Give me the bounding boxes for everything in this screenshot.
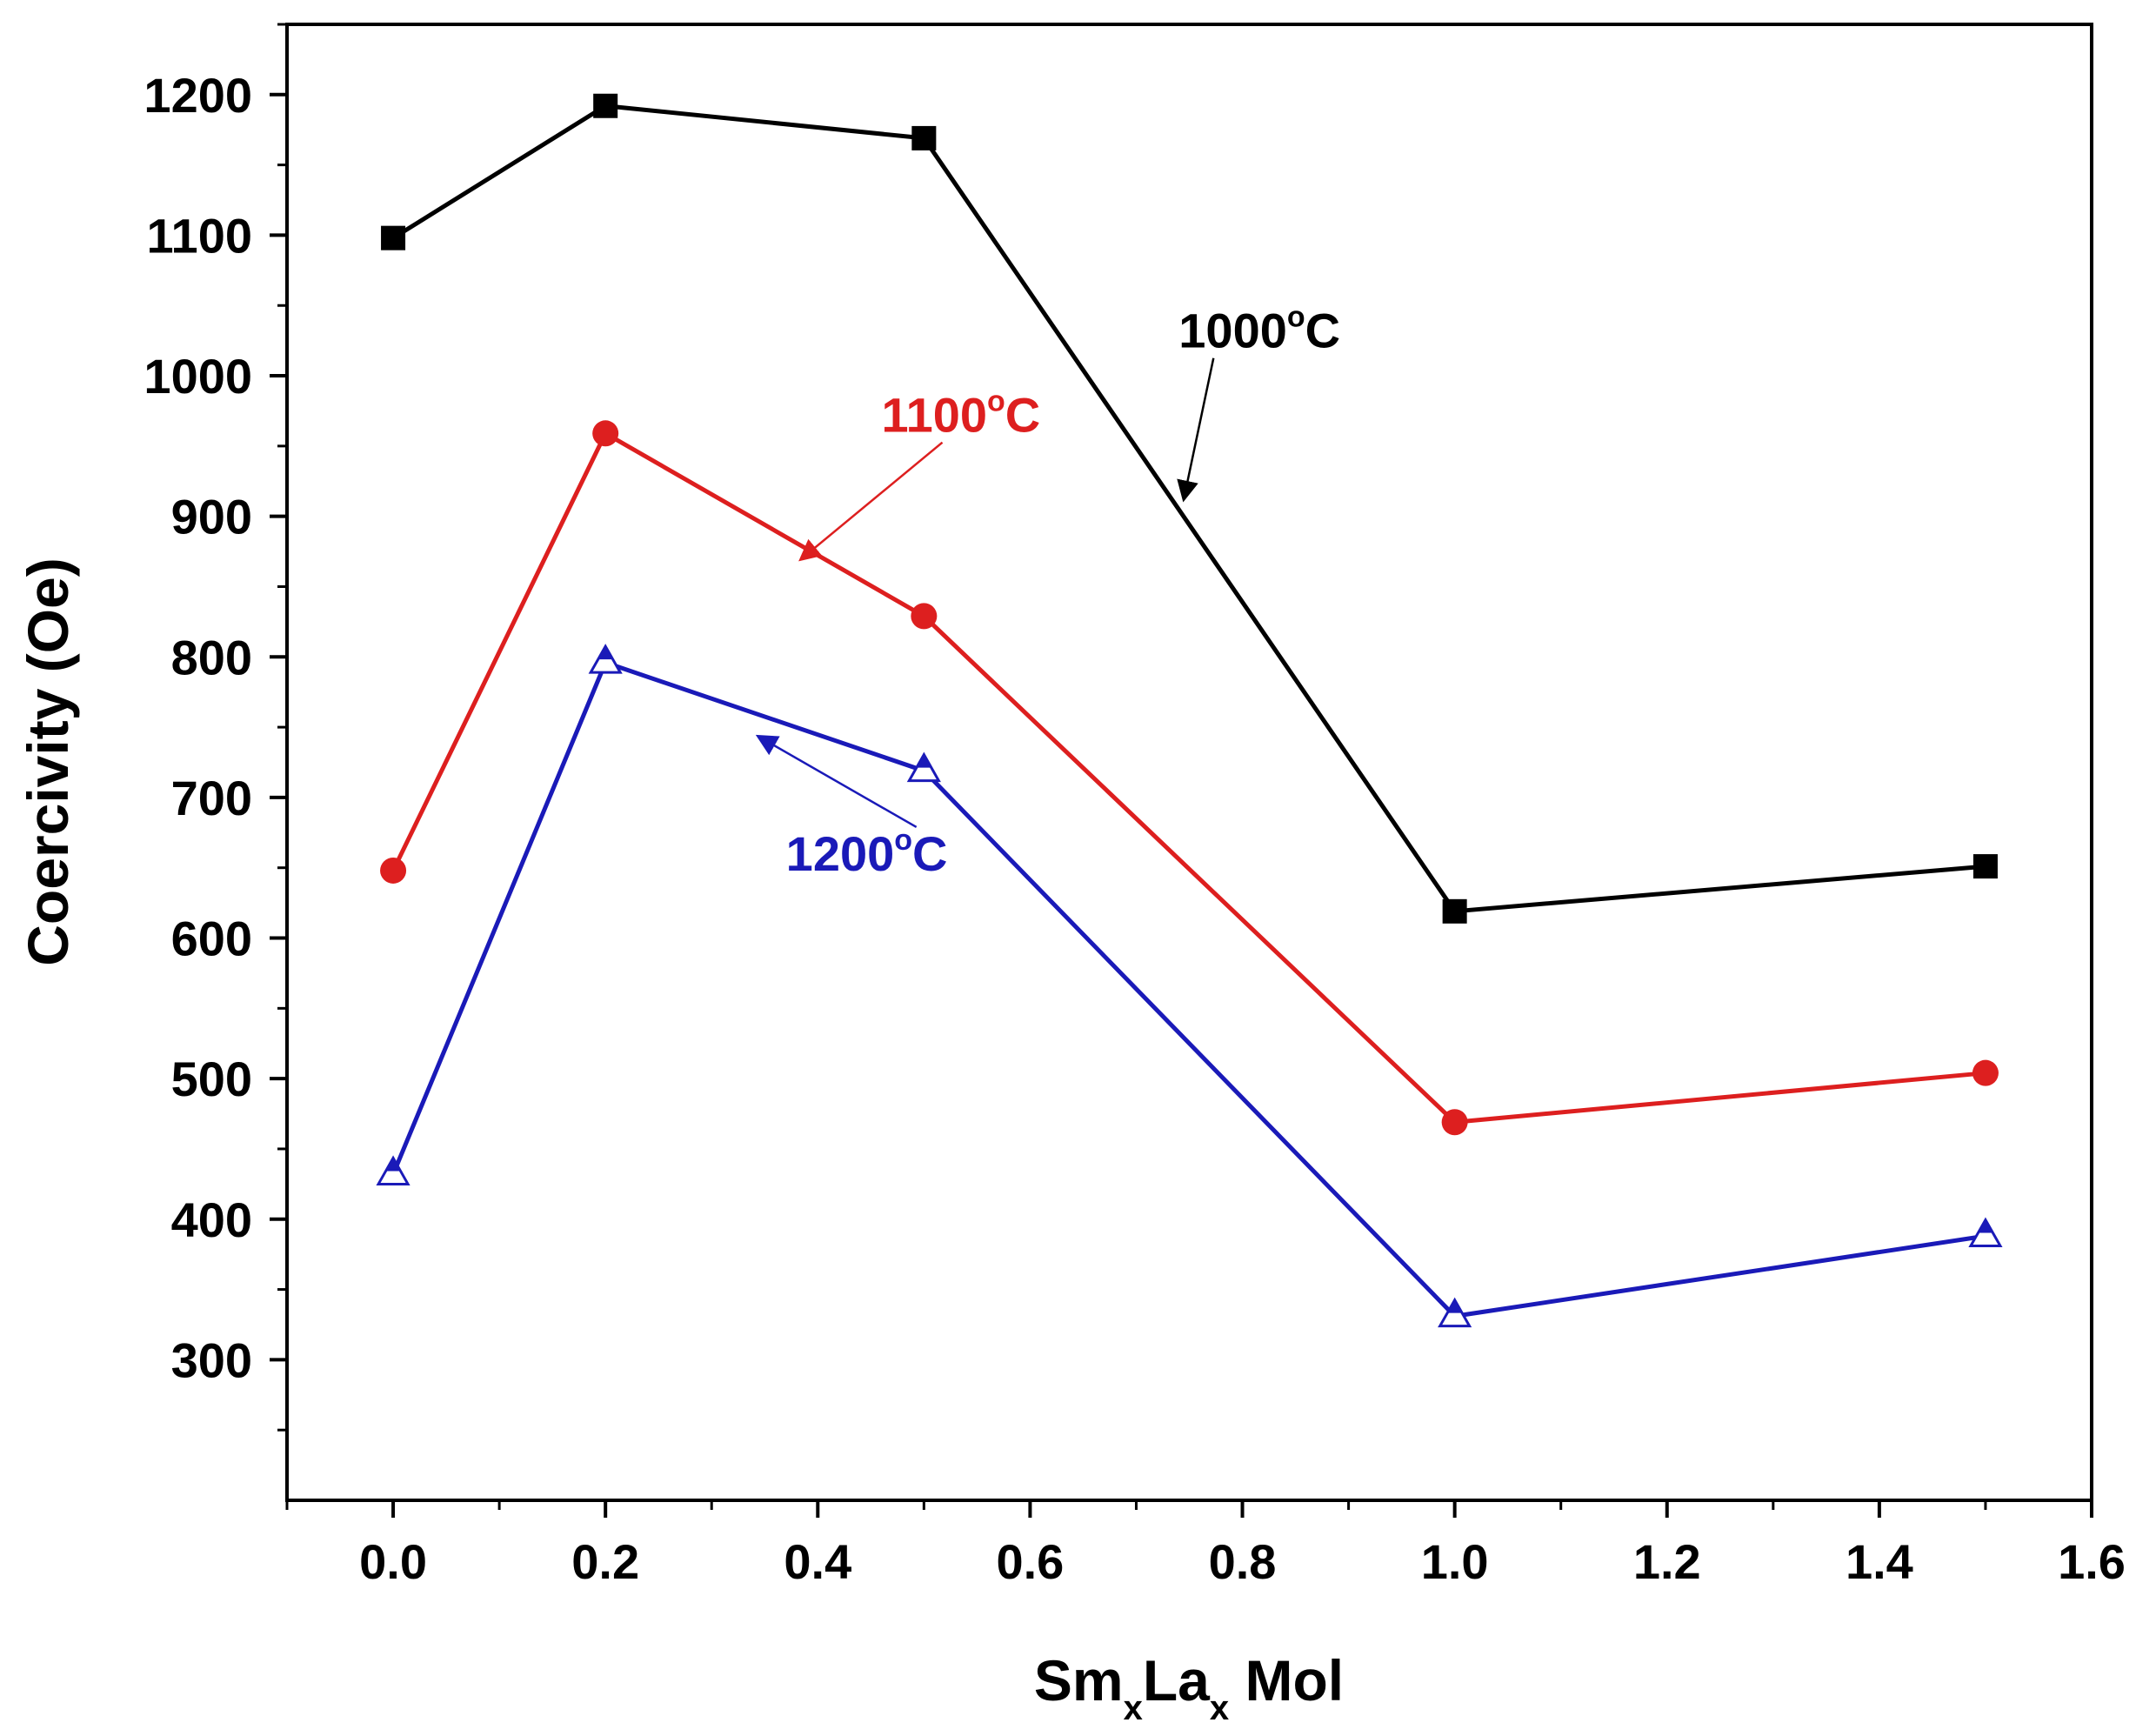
x-axis-title-subscript: x xyxy=(1210,1689,1229,1727)
data-point-circle xyxy=(911,603,938,630)
series-markers xyxy=(376,93,2003,1328)
data-point-triangle xyxy=(376,1155,411,1185)
data-point-circle xyxy=(380,857,407,884)
data-point-circle xyxy=(592,420,619,447)
x-tick-label: 0.8 xyxy=(1209,1534,1277,1589)
data-point-square xyxy=(381,225,406,250)
x-axis-title-part: Mol xyxy=(1229,1648,1344,1713)
x-tick-label: 1.0 xyxy=(1421,1534,1489,1589)
y-tick-label: 900 xyxy=(171,490,252,544)
axis-ticks xyxy=(270,23,2093,1518)
annotation-arrow xyxy=(755,734,918,829)
data-point-circle xyxy=(1441,1109,1468,1136)
annotation-arrow xyxy=(1177,357,1215,503)
x-axis-title: SmxLax Mol xyxy=(1034,1648,1344,1727)
x-tick-label: 0.6 xyxy=(996,1534,1064,1589)
y-tick-label: 1100 xyxy=(147,208,253,263)
y-tick-label: 1200 xyxy=(144,68,252,123)
data-point-square xyxy=(1972,854,1998,879)
series-lines xyxy=(390,103,1986,1319)
x-axis-title-subscript: x xyxy=(1124,1689,1143,1727)
series-annotation-label: 1100oC xyxy=(882,385,1041,443)
axis-tick-labels: 0.0 0.2 0.4 0.6 0.8 1.0 1.2 1.4 1.6 300 400 500 600 7… xyxy=(144,68,2126,1589)
series-line xyxy=(390,430,1986,1125)
y-tick-label: 1000 xyxy=(144,349,252,404)
data-point-triangle xyxy=(1438,1297,1472,1328)
annotation-arrow xyxy=(798,441,944,562)
series-annotations: 1000oC 1100oC 1200oC xyxy=(755,301,1340,881)
data-point-square xyxy=(1442,898,1467,924)
y-tick-label: 800 xyxy=(171,630,252,684)
y-tick-label: 500 xyxy=(171,1052,252,1106)
x-tick-label: 1.2 xyxy=(1633,1534,1701,1589)
data-point-circle xyxy=(1972,1059,1999,1086)
y-axis-title: Coercivity (Oe) xyxy=(16,558,80,965)
data-point-square xyxy=(911,125,937,150)
x-axis-title-part: Sm xyxy=(1034,1648,1124,1713)
data-point-triangle xyxy=(906,751,941,783)
data-point-triangle xyxy=(588,644,623,674)
x-tick-label: 0.4 xyxy=(784,1534,851,1589)
x-tick-label: 1.4 xyxy=(1846,1534,1913,1589)
data-point-square xyxy=(593,93,618,118)
x-tick-label: 0.0 xyxy=(359,1534,427,1589)
data-point-triangle xyxy=(1968,1217,2003,1248)
plot-frame xyxy=(285,23,2093,1502)
y-tick-label: 700 xyxy=(171,771,252,825)
series-line xyxy=(391,103,1986,914)
x-axis-title-part: La xyxy=(1143,1648,1211,1713)
y-tick-label: 400 xyxy=(171,1192,252,1247)
series-annotation-label: 1200oC xyxy=(786,824,948,881)
x-tick-label: 0.2 xyxy=(571,1534,639,1589)
series-annotation-label: 1000oC xyxy=(1178,301,1340,358)
y-tick-label: 300 xyxy=(171,1332,252,1387)
x-tick-label: 1.6 xyxy=(2058,1534,2126,1589)
series-line xyxy=(390,659,1986,1319)
y-tick-label: 600 xyxy=(171,911,252,966)
